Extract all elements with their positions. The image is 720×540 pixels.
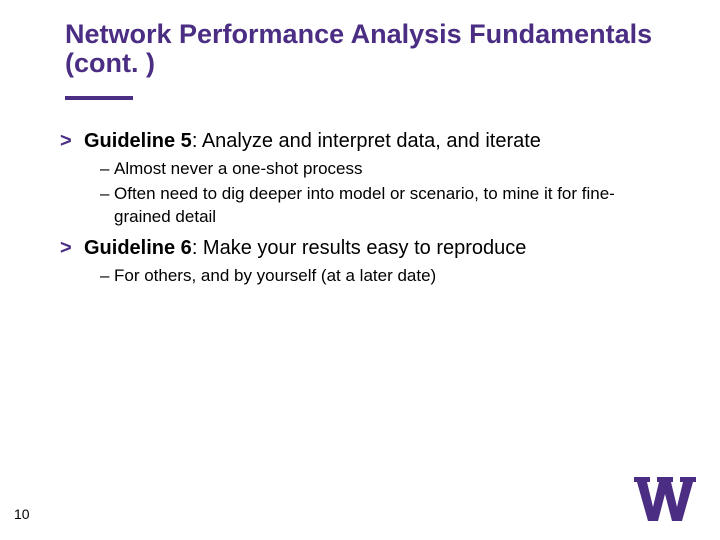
sub-item: – For others, and by yourself (at a late… (100, 265, 660, 288)
chevron-icon: > (60, 235, 74, 261)
guideline-item: > Guideline 5: Analyze and interpret dat… (60, 128, 660, 229)
chevron-icon: > (60, 128, 74, 154)
guideline-item: > Guideline 6: Make your results easy to… (60, 235, 660, 288)
guideline-line: > Guideline 5: Analyze and interpret dat… (60, 128, 660, 154)
sub-item: – Often need to dig deeper into model or… (100, 183, 660, 229)
slide-title: Network Performance Analysis Fundamental… (65, 20, 655, 78)
sub-text: For others, and by yourself (at a later … (114, 265, 660, 288)
guideline-line: > Guideline 6: Make your results easy to… (60, 235, 660, 261)
sub-item: – Almost never a one-shot process (100, 158, 660, 181)
guideline-label: Guideline 6 (84, 237, 192, 259)
content-area: > Guideline 5: Analyze and interpret dat… (60, 128, 660, 294)
sub-text: Almost never a one-shot process (114, 158, 660, 181)
guideline-text: : Analyze and interpret data, and iterat… (192, 130, 541, 152)
page-number: 10 (14, 506, 30, 522)
sub-text: Often need to dig deeper into model or s… (114, 183, 660, 229)
sub-list: – Almost never a one-shot process – Ofte… (100, 158, 660, 229)
title-underline (65, 96, 133, 100)
guideline-text: : Make your results easy to reproduce (192, 237, 527, 259)
sub-list: – For others, and by yourself (at a late… (100, 265, 660, 288)
guideline-label: Guideline 5 (84, 130, 192, 152)
uw-logo-icon (634, 477, 696, 526)
dash-icon: – (100, 158, 114, 181)
dash-icon: – (100, 183, 114, 206)
dash-icon: – (100, 265, 114, 288)
